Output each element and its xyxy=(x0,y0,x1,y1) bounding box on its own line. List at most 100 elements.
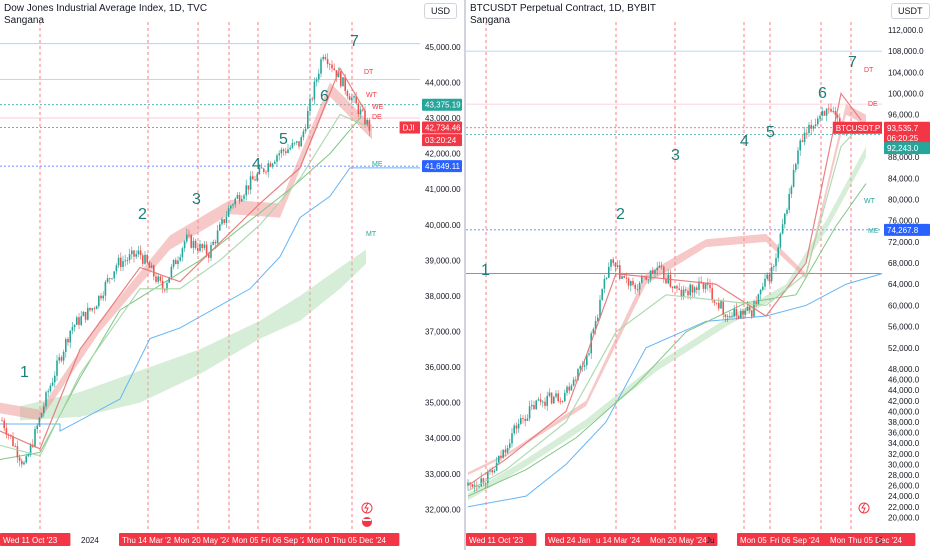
candle-body xyxy=(14,446,16,447)
dji-currency-button[interactable]: USD xyxy=(424,3,458,19)
candle-body xyxy=(478,486,480,488)
candle-body xyxy=(157,276,159,282)
candle-body xyxy=(82,311,85,317)
candle-body xyxy=(577,368,579,381)
candle-body xyxy=(269,163,272,167)
candle-body xyxy=(131,250,133,255)
candle-body xyxy=(715,302,718,304)
candle-body xyxy=(282,149,285,152)
price-label-box xyxy=(422,134,462,147)
candle-body xyxy=(702,283,705,289)
candle-body xyxy=(238,195,241,202)
candle-body xyxy=(733,308,735,317)
lightning-icon xyxy=(858,502,870,514)
elliott-wave-label: 4 xyxy=(740,133,749,150)
candle-body xyxy=(197,248,199,251)
price-tick-label: 43,000.00 xyxy=(425,114,461,123)
lightning-bolt-icon xyxy=(364,502,369,514)
candle-body xyxy=(227,208,230,217)
price-tick-label: 52,000.0 xyxy=(888,344,920,353)
price-tick-label: 68,000.0 xyxy=(888,259,920,268)
candle-body xyxy=(693,287,696,293)
candle-body xyxy=(627,278,630,286)
candle-body xyxy=(605,277,608,279)
price-tick-label: 36,000.00 xyxy=(425,363,461,372)
candle-body xyxy=(471,484,474,487)
candle-body xyxy=(557,393,559,402)
candle-body xyxy=(104,281,107,296)
candle-body xyxy=(188,234,190,236)
dji-legend: Dow Jones Industrial Average Index, 1D, … xyxy=(4,3,207,27)
candle-body xyxy=(764,278,766,287)
candle-body xyxy=(603,278,606,289)
time-label: Mon 05 A xyxy=(740,536,774,545)
candle-body xyxy=(175,259,177,265)
timeframe-label: DT xyxy=(864,67,874,74)
candle-body xyxy=(583,365,586,367)
timeframe-label: DE xyxy=(868,101,878,108)
candle-body xyxy=(247,185,250,190)
candle-body xyxy=(179,257,181,261)
dji-chart-pane[interactable]: 1 2 3 4 5 6 7 DT WT WE DE ME MT 32,000.00 33,000.00 34,… xyxy=(0,0,464,550)
candle-body xyxy=(192,240,195,248)
us-flag-stripe xyxy=(363,519,371,521)
candle-body xyxy=(517,423,520,429)
candle-body xyxy=(142,255,144,264)
btc-chart-pane[interactable]: 1 2 3 4 5 6 7 DT DE WT ME 20,000.0 22,000.0 24,000.0 2… xyxy=(466,0,932,550)
candle-body xyxy=(696,287,698,290)
candle-body xyxy=(647,279,650,281)
candle-body xyxy=(256,173,258,181)
time-label-box xyxy=(767,533,838,546)
candle-body xyxy=(689,284,691,296)
candle-body xyxy=(619,265,621,279)
candle-body xyxy=(51,382,54,386)
candle-body xyxy=(773,266,775,268)
btc-currency-button[interactable]: USDT xyxy=(891,3,930,19)
candle-body xyxy=(43,406,45,414)
candle-body xyxy=(203,244,206,249)
candle-body xyxy=(480,478,482,487)
price-tick-label: 56,000.0 xyxy=(888,323,920,332)
candle-body xyxy=(71,327,74,331)
candle-body xyxy=(680,289,683,297)
candle-body xyxy=(568,386,570,391)
candle-body xyxy=(109,278,111,279)
red-cloud xyxy=(0,82,372,421)
price-label-text: 74,267.8 xyxy=(887,226,919,235)
dji-chart-svg[interactable]: 1 2 3 4 5 6 7 DT WT WE DE ME MT 32,000.00 33,000.00 34,… xyxy=(0,0,464,550)
pane-divider[interactable] xyxy=(464,0,466,550)
candle-body xyxy=(302,131,305,138)
candle-body xyxy=(790,186,793,194)
elliott-wave-label: 5 xyxy=(766,124,775,141)
candle-body xyxy=(260,167,263,169)
price-label-box xyxy=(422,121,462,134)
candle-body xyxy=(737,315,740,319)
candle-body xyxy=(610,259,612,267)
candle-body xyxy=(724,314,727,317)
candle-body xyxy=(742,311,744,315)
candle-body xyxy=(748,306,751,311)
price-label-box xyxy=(884,132,930,145)
ticker-tag-box xyxy=(399,121,420,134)
candle-body xyxy=(122,261,124,268)
candle-body xyxy=(291,143,294,148)
candle-body xyxy=(146,254,148,263)
plot-background xyxy=(0,0,464,550)
candle-body xyxy=(65,338,67,352)
time-label: Ju xyxy=(706,536,714,545)
candle-body xyxy=(93,308,96,310)
candle-body xyxy=(735,308,738,316)
time-axis: Wed 11 Oct '23 Wed 24 Jan '24u 14 Mar '24… xyxy=(466,530,932,550)
candle-body xyxy=(713,300,716,303)
candle-body xyxy=(170,266,173,277)
candle-body xyxy=(599,299,601,318)
timeframe-label: MT xyxy=(366,231,377,238)
candle-body xyxy=(566,386,568,393)
candle-body xyxy=(597,317,599,321)
time-label: 2024 xyxy=(81,536,99,545)
ticker-tag-text: BTCUSDT.P xyxy=(836,124,880,133)
candle-body xyxy=(293,142,296,144)
candle-body xyxy=(803,132,806,143)
candle-body xyxy=(54,375,56,383)
